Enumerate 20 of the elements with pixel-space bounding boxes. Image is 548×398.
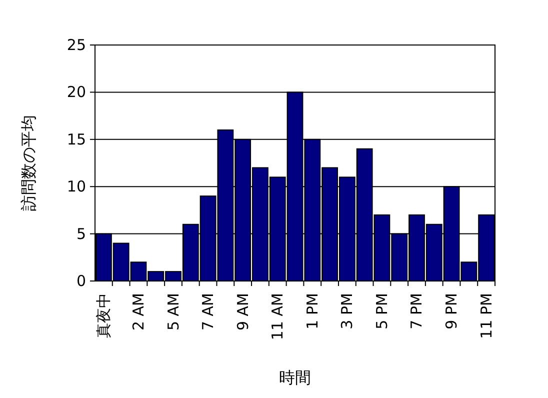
y-tick-label: 10	[66, 178, 86, 196]
x-tick-label: 9 AM	[234, 293, 252, 331]
x-tick-label: 11 AM	[268, 293, 287, 340]
x-tick-label: 5 AM	[164, 293, 182, 331]
y-tick-label: 0	[76, 272, 86, 290]
x-tick-label: 5 PM	[372, 293, 391, 330]
y-tick-label: 25	[66, 36, 86, 54]
x-tick-label: 2 AM	[129, 293, 148, 331]
y-tick-label: 20	[66, 83, 86, 102]
x-tick-label: 7 PM	[408, 293, 426, 330]
x-tick-label: 3 PM	[338, 293, 356, 330]
x-tick-label: 7 AM	[199, 293, 218, 331]
y-tick-label: 15	[66, 130, 86, 148]
y-axis-title: 訪問数の平均	[19, 115, 38, 211]
x-tick-label: 真夜中	[94, 293, 113, 338]
x-tick-label: 11 PM	[477, 293, 496, 339]
x-tick-label: 1 PM	[303, 293, 322, 330]
y-tick-label: 5	[76, 224, 86, 243]
x-axis-title: 時間	[279, 368, 311, 387]
x-tick-label: 9 PM	[442, 293, 461, 330]
